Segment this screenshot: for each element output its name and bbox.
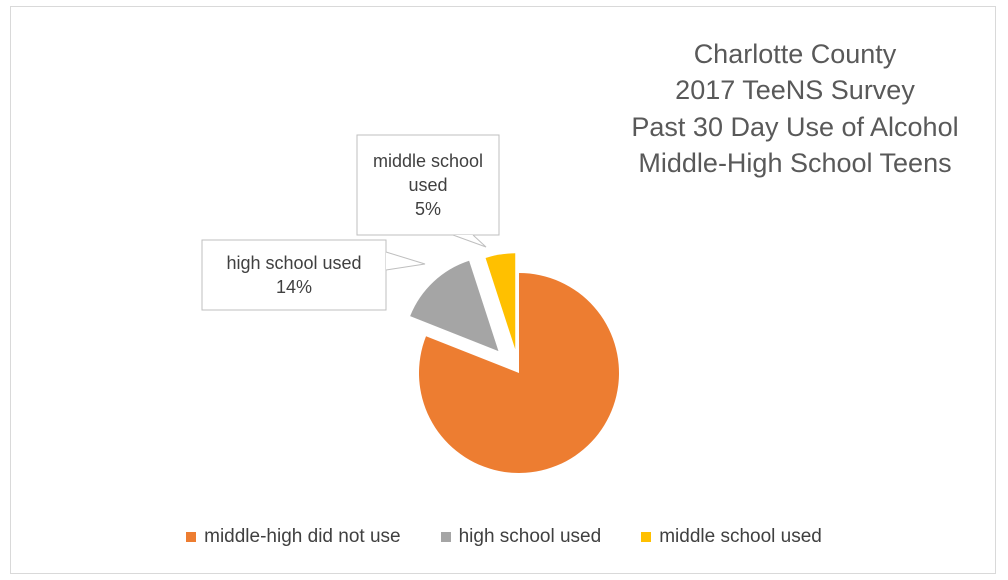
legend-swatch <box>186 532 197 542</box>
data-label-text: middle school <box>373 151 483 171</box>
legend-item-high-school-used: high school used <box>440 526 602 548</box>
pie-slice-middle-high-did-not-use <box>419 273 619 473</box>
data-label-middle-school-used: middle school used 5% <box>356 134 500 248</box>
chart-title-line-3: Past 30 Day Use of Alcohol <box>631 112 959 142</box>
legend-label: middle-high did not use <box>204 526 401 547</box>
legend-item-middle-school-used: middle school used <box>641 526 822 548</box>
data-label-text: 5% <box>415 199 441 219</box>
legend-swatch <box>641 532 652 542</box>
chart-legend: middle-high did not use high school used… <box>0 526 1008 548</box>
legend-item-did-not-use: middle-high did not use <box>186 526 401 548</box>
data-label-text: 14% <box>276 277 312 297</box>
legend-label: middle school used <box>659 526 822 547</box>
data-label-high-school-used: high school used 14% <box>201 239 426 311</box>
data-label-box <box>356 134 500 236</box>
legend-swatch <box>440 532 451 542</box>
data-label-pointer <box>385 251 426 271</box>
chart-title-line-2: 2017 TeeNS Survey <box>675 75 915 105</box>
pie-slice-middle-school-used <box>485 253 516 350</box>
chart-title-line-4: Middle-High School Teens <box>638 148 952 178</box>
chart-title-line-1: Charlotte County <box>693 39 897 69</box>
data-label-text: high school used <box>226 253 361 273</box>
legend-label: high school used <box>458 526 602 547</box>
data-label-text: used <box>408 175 447 195</box>
pie-slice-high-school-used <box>410 260 499 352</box>
data-label-pointer <box>452 234 487 248</box>
data-label-box <box>201 239 387 311</box>
